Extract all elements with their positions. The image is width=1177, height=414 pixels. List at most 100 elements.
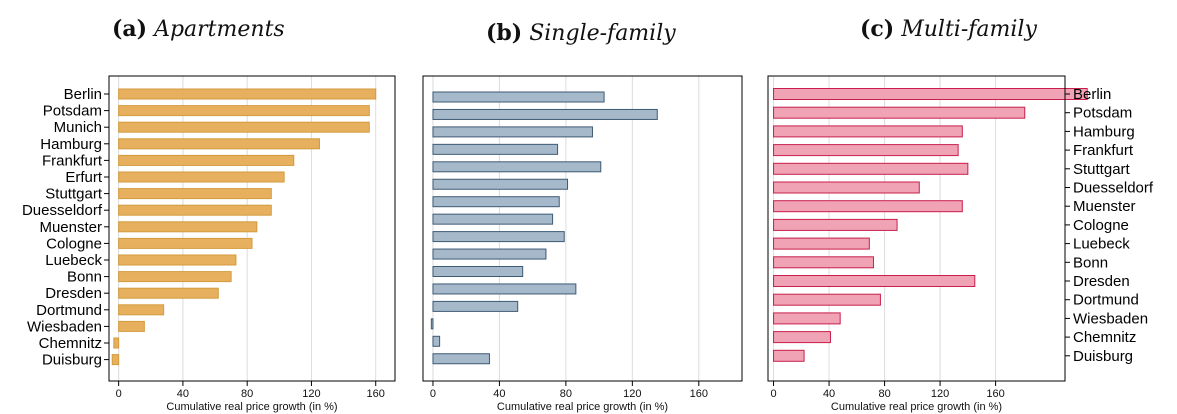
bar-b <box>432 231 565 243</box>
bar-c <box>773 200 963 213</box>
category-label-c: Hamburg <box>1073 123 1135 140</box>
bar-b <box>432 283 577 295</box>
bar-a <box>118 171 285 183</box>
bar-a <box>118 237 253 249</box>
bar-b <box>432 143 559 155</box>
x-tick-label-b: 40 <box>493 388 505 400</box>
bar-c <box>773 331 831 344</box>
bar-c <box>773 349 805 362</box>
category-label-a: Erfurt <box>65 169 103 186</box>
panel-name-c: Multi-family <box>901 17 1037 42</box>
panel-title-c: (c) Multi-family <box>860 16 1037 42</box>
bar-a <box>118 221 258 233</box>
bar-b <box>430 318 434 330</box>
bar-c <box>773 312 841 325</box>
bar-a <box>111 354 120 366</box>
bar-a <box>118 304 165 316</box>
bar-c <box>773 181 920 194</box>
bar-c <box>773 218 898 231</box>
x-axis-label-b: Cumulative real price growth (in %) <box>497 401 668 413</box>
bar-b <box>432 248 547 260</box>
bar-a <box>118 138 320 150</box>
panel-label-c: (c) <box>860 16 895 42</box>
category-label-c: Stuttgart <box>1073 161 1131 178</box>
bar-b <box>432 108 658 120</box>
x-tick-label-c: 40 <box>823 388 835 400</box>
category-label-a: Hamburg <box>40 136 102 153</box>
x-tick-label-a: 0 <box>116 388 122 400</box>
bar-a <box>118 204 272 216</box>
category-label-a: Luebeck <box>45 252 102 269</box>
x-tick-label-a: 40 <box>177 388 189 400</box>
category-label-a: Chemnitz <box>39 335 102 352</box>
bar-a <box>118 271 232 283</box>
bar-c <box>773 162 969 175</box>
bar-c <box>773 106 1026 119</box>
category-label-a: Dortmund <box>36 302 102 319</box>
bar-c <box>773 237 870 250</box>
x-tick-label-c: 0 <box>770 388 776 400</box>
category-label-c: Bonn <box>1073 254 1108 271</box>
bar-c <box>773 125 963 138</box>
bar-b <box>432 196 560 208</box>
category-label-c: Potsdam <box>1073 105 1132 122</box>
bar-a <box>118 88 377 100</box>
category-label-a: Muenster <box>39 219 102 236</box>
category-label-c: Cologne <box>1073 217 1129 234</box>
x-axis-label-c: Cumulative real price growth (in %) <box>831 401 1002 413</box>
category-label-a: Bonn <box>67 269 102 286</box>
panel-title-a: (a) Apartments <box>112 16 285 42</box>
category-label-c: Duisburg <box>1073 348 1133 365</box>
bar-b <box>432 126 593 138</box>
bar-a <box>113 337 120 349</box>
bar-a <box>118 287 219 299</box>
bar-c <box>773 275 976 287</box>
category-label-a: Potsdam <box>43 103 102 120</box>
bar-b <box>432 353 490 365</box>
category-label-c: Wiesbaden <box>1073 310 1148 327</box>
category-label-a: Wiesbaden <box>27 318 102 335</box>
panel-name-a: Apartments <box>154 17 285 42</box>
bar-a <box>118 320 145 332</box>
category-label-c: Duesseldorf <box>1073 180 1154 197</box>
panel-title-b: (b) Single-family <box>486 20 676 46</box>
bar-b <box>432 300 519 312</box>
bar-b <box>432 161 602 173</box>
bar-c <box>773 88 1088 100</box>
panel-label-a: (a) <box>112 16 148 42</box>
category-label-a: Munich <box>54 119 102 136</box>
bar-b <box>432 91 605 103</box>
bar-c <box>773 293 881 306</box>
category-label-a: Berlin <box>64 86 102 103</box>
x-tick-label-a: 80 <box>241 388 253 400</box>
category-label-a: Stuttgart <box>45 186 103 203</box>
category-label-c: Luebeck <box>1073 236 1130 253</box>
panel-label-b: (b) <box>486 20 523 46</box>
category-label-c: Dresden <box>1073 273 1130 290</box>
x-tick-label-a: 160 <box>367 388 385 400</box>
plot-frame-b <box>422 75 743 382</box>
x-tick-label-c: 120 <box>931 388 949 400</box>
bar-c <box>773 256 874 269</box>
bar-b <box>432 178 569 190</box>
x-tick-label-c: 160 <box>986 388 1004 400</box>
bar-a <box>118 188 272 200</box>
x-tick-label-b: 80 <box>560 388 572 400</box>
x-axis-label-a: Cumulative real price growth (in %) <box>166 401 337 413</box>
category-label-c: Muenster <box>1073 198 1136 215</box>
x-tick-label-a: 120 <box>302 388 320 400</box>
category-label-c: Dortmund <box>1073 292 1139 309</box>
plot-frame-c <box>767 75 1066 382</box>
bar-a <box>118 121 370 133</box>
bar-b <box>432 213 554 225</box>
category-label-c: Frankfurt <box>1073 142 1134 159</box>
category-label-c: Berlin <box>1073 86 1111 103</box>
bar-a <box>118 254 237 266</box>
panel-name-b: Single-family <box>529 21 676 46</box>
x-tick-label-b: 0 <box>430 388 436 400</box>
bar-a <box>118 105 370 117</box>
plot-frame-a <box>108 75 396 382</box>
category-label-a: Frankfurt <box>42 152 103 169</box>
bar-b <box>432 266 524 277</box>
